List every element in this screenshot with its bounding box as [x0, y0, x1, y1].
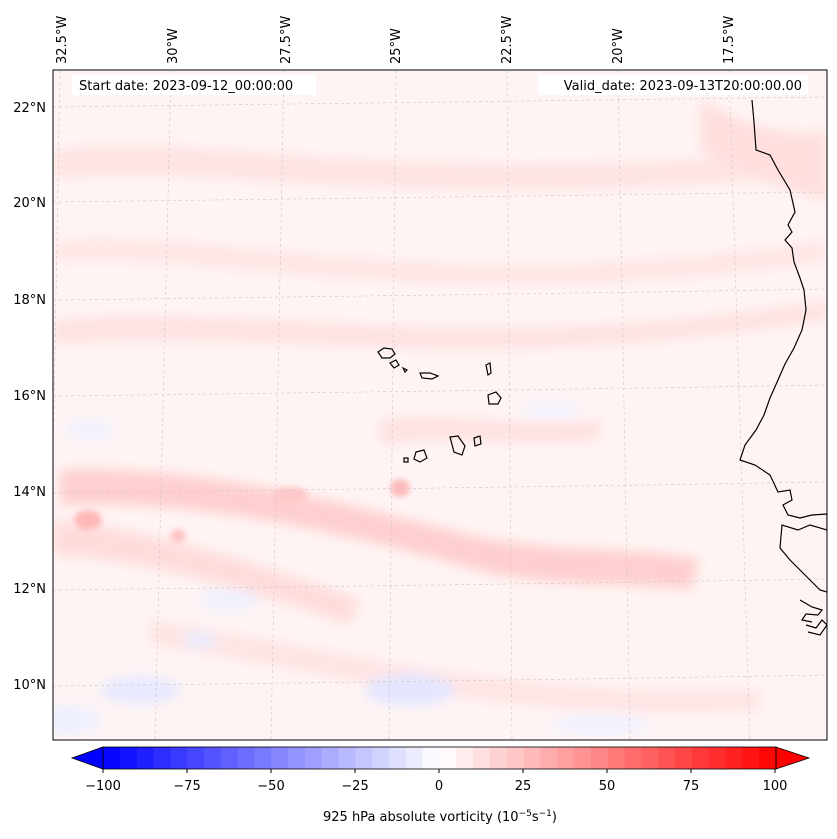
colorbar-tick-label: −75 [173, 779, 200, 794]
colorbar-segment [136, 747, 155, 769]
valid-date-box [538, 75, 808, 95]
start-date-box [72, 75, 316, 95]
colorbar-segment [372, 747, 390, 769]
colorbar-segment [624, 747, 642, 769]
lat-label: 18°N [13, 293, 46, 308]
colorbar-segment [557, 747, 575, 769]
start-date-label: Start date: 2023-09-12_00:00:00 [79, 79, 293, 94]
colorbar-segment [439, 747, 457, 769]
colorbar-segment [321, 747, 340, 769]
colorbar-segment [153, 747, 171, 769]
colorbar: −100 −75 −50 −25 0 25 50 75 100 925 hPa … [70, 746, 811, 825]
cape-verde-islands [377, 347, 502, 463]
lon-label: 30°W [166, 28, 181, 64]
colorbar-segment [489, 747, 508, 769]
colorbar-segment [691, 747, 710, 769]
colorbar-segment [187, 747, 205, 769]
colorbar-tick-label: 25 [515, 779, 532, 794]
colorbar-tick-label: −100 [85, 779, 121, 794]
lat-label: 16°N [13, 389, 46, 404]
lat-label: 22°N [13, 101, 46, 116]
lon-label: 25°W [389, 28, 404, 64]
lat-label: 14°N [13, 485, 46, 500]
colorbar-segment [506, 747, 525, 769]
colorbar-segment [742, 747, 760, 769]
colorbar-max-extend [776, 747, 809, 769]
colorbar-segment [254, 747, 272, 769]
colorbar-segment [590, 747, 609, 769]
colorbar-segment [405, 747, 424, 769]
colorbar-tick-label: −25 [341, 779, 368, 794]
valid-date-label: Valid_date: 2023-09-13T20:00:00.00 [564, 79, 802, 94]
colorbar-segment [708, 747, 727, 769]
lon-label: 32.5°W [55, 16, 70, 64]
colorbar-segment [119, 747, 138, 769]
lat-label: 20°N [13, 196, 46, 211]
map-frame [52, 69, 828, 741]
colorbar-segment [658, 747, 676, 769]
colorbar-segment [203, 747, 222, 769]
colorbar-segment [304, 747, 323, 769]
colorbar-segment [540, 747, 558, 769]
colorbar-tick-label: 0 [435, 779, 443, 794]
latitude-labels: 22°N 20°N 18°N 16°N 14°N 12°N 10°N [13, 101, 46, 693]
gridlines [53, 70, 827, 740]
lon-label: 17.5°W [722, 16, 737, 64]
colorbar-segment [641, 747, 659, 769]
lon-label: 20°W [611, 28, 626, 64]
colorbar-segment [338, 747, 356, 769]
colorbar-segment [675, 747, 693, 769]
colorbar-tick-label: 75 [683, 779, 700, 794]
colorbar-tick-label: −50 [257, 779, 284, 794]
colorbar-label: 925 hPa absolute vorticity (10−5s−1) [323, 809, 557, 825]
colorbar-segment [607, 747, 626, 769]
colorbar-segment [456, 747, 474, 769]
vorticity-field: Start date: 2023-09-12_00:00:00 Valid_da… [53, 70, 827, 740]
lat-label: 12°N [13, 582, 46, 597]
lon-label: 27.5°W [279, 16, 294, 64]
lon-label: 22.5°W [500, 16, 515, 64]
colorbar-segment [355, 747, 373, 769]
colorbar-ticks: −100 −75 −50 −25 0 25 50 75 100 [85, 769, 787, 794]
colorbar-segment [725, 747, 743, 769]
africa-coastline [739, 99, 827, 636]
colorbar-segment [422, 747, 441, 769]
colorbar-segments [72, 747, 809, 769]
colorbar-segment [271, 747, 289, 769]
colorbar-tick-label: 100 [763, 779, 788, 794]
colorbar-segment [103, 747, 121, 769]
lat-label: 10°N [13, 678, 46, 693]
colorbar-segment [170, 747, 188, 769]
colorbar-segment [759, 747, 777, 769]
colorbar-segment [473, 747, 491, 769]
colorbar-segment [237, 747, 256, 769]
colorbar-segment [389, 747, 407, 769]
colorbar-segment [523, 747, 542, 769]
colorbar-segment [288, 747, 306, 769]
colorbar-segment [574, 747, 592, 769]
colorbar-segment [220, 747, 239, 769]
colorbar-min-extend [72, 747, 103, 769]
longitude-labels: 32.5°W 30°W 27.5°W 25°W 22.5°W 20°W 17.5… [55, 16, 737, 64]
colorbar-tick-label: 50 [599, 779, 616, 794]
